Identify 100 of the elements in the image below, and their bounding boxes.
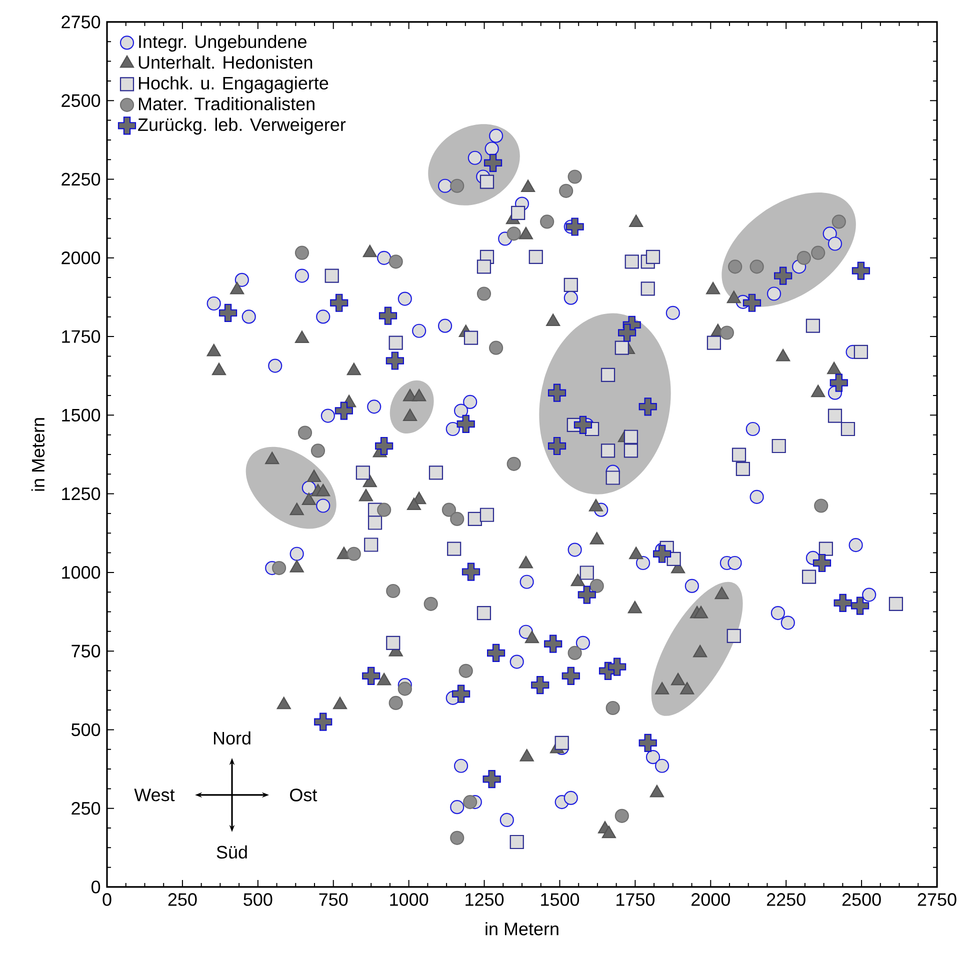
point bbox=[484, 154, 502, 172]
point bbox=[377, 502, 392, 517]
x-tick-label: 1500 bbox=[541, 893, 580, 906]
point bbox=[606, 470, 620, 485]
x-tick-label: 1250 bbox=[466, 893, 504, 906]
point bbox=[310, 444, 326, 458]
point bbox=[447, 542, 462, 556]
point bbox=[548, 384, 566, 402]
point bbox=[548, 436, 566, 456]
point bbox=[736, 462, 750, 476]
point bbox=[356, 466, 370, 480]
point bbox=[624, 444, 638, 458]
annotation: Ost bbox=[290, 788, 318, 802]
point bbox=[840, 422, 856, 436]
point bbox=[750, 260, 764, 274]
point bbox=[568, 170, 582, 184]
x-tick-label: 2000 bbox=[692, 893, 730, 906]
point bbox=[424, 596, 438, 611]
y-tick-label: 2000 bbox=[62, 252, 100, 264]
point bbox=[386, 584, 400, 598]
point bbox=[362, 666, 380, 685]
point bbox=[378, 306, 398, 325]
point bbox=[608, 658, 626, 676]
point bbox=[544, 634, 562, 653]
point bbox=[334, 402, 353, 420]
point bbox=[482, 770, 501, 788]
x-tick-label: 250 bbox=[168, 893, 197, 906]
point bbox=[614, 340, 629, 355]
point bbox=[590, 578, 604, 594]
point bbox=[562, 666, 580, 685]
point bbox=[487, 644, 506, 662]
point bbox=[540, 214, 554, 229]
point bbox=[818, 542, 833, 556]
point bbox=[314, 712, 332, 731]
point bbox=[578, 586, 596, 604]
legend-label: Unterhalt. Hedonisten bbox=[138, 56, 312, 69]
point bbox=[600, 444, 616, 458]
x-axis-title: in Metern bbox=[486, 922, 558, 936]
x-tick-label: 1750 bbox=[616, 893, 655, 906]
x-tick-label: 0 bbox=[102, 893, 112, 906]
point bbox=[802, 570, 816, 584]
point bbox=[450, 512, 464, 526]
x-tick-label: 1000 bbox=[390, 893, 428, 906]
point bbox=[574, 416, 592, 434]
legend-label: Integr. Ungebundene bbox=[139, 34, 306, 52]
point bbox=[774, 266, 792, 285]
point bbox=[828, 408, 842, 423]
y-tick-label: 750 bbox=[72, 644, 100, 658]
point bbox=[324, 268, 339, 283]
point bbox=[624, 430, 638, 444]
point bbox=[476, 606, 492, 620]
point bbox=[618, 324, 636, 342]
point bbox=[580, 566, 594, 580]
y-tick-label: 250 bbox=[72, 802, 100, 815]
point bbox=[388, 336, 403, 350]
point bbox=[294, 246, 310, 260]
point bbox=[732, 448, 746, 462]
point bbox=[811, 246, 826, 260]
point bbox=[653, 544, 672, 563]
point bbox=[386, 352, 404, 370]
point bbox=[458, 664, 473, 678]
point bbox=[624, 254, 639, 269]
point bbox=[462, 562, 480, 581]
x-tick-label: 750 bbox=[319, 893, 348, 906]
x-tick-label: 2250 bbox=[766, 893, 806, 906]
point bbox=[428, 466, 444, 480]
point bbox=[564, 278, 578, 292]
point bbox=[706, 336, 722, 350]
point bbox=[480, 174, 494, 189]
point bbox=[463, 795, 478, 810]
point bbox=[888, 596, 904, 611]
legend-label: Hochk. u. Engagagierte bbox=[138, 76, 328, 94]
point bbox=[850, 596, 870, 615]
point bbox=[531, 676, 550, 694]
point bbox=[450, 830, 464, 845]
point bbox=[476, 286, 492, 301]
point bbox=[812, 554, 832, 572]
point bbox=[506, 456, 521, 471]
point bbox=[728, 260, 742, 274]
point bbox=[832, 214, 846, 229]
y-tick-label: 1500 bbox=[62, 408, 100, 422]
point bbox=[600, 368, 616, 382]
y-tick-label: 1750 bbox=[62, 330, 100, 343]
x-tick-label: 2750 bbox=[918, 893, 956, 906]
annotation: Nord bbox=[214, 731, 250, 745]
point bbox=[830, 374, 848, 392]
point bbox=[480, 508, 494, 522]
point bbox=[298, 426, 312, 440]
annotation: West bbox=[134, 788, 175, 802]
annotation: Süd bbox=[216, 845, 247, 859]
point bbox=[772, 438, 786, 454]
point bbox=[442, 502, 456, 517]
y-tick-label: 1000 bbox=[62, 566, 100, 579]
y-tick-label: 2500 bbox=[62, 94, 100, 107]
point bbox=[646, 250, 660, 264]
point bbox=[606, 700, 620, 716]
point bbox=[456, 414, 475, 434]
point bbox=[506, 226, 521, 241]
point bbox=[476, 260, 492, 274]
point bbox=[559, 184, 574, 198]
